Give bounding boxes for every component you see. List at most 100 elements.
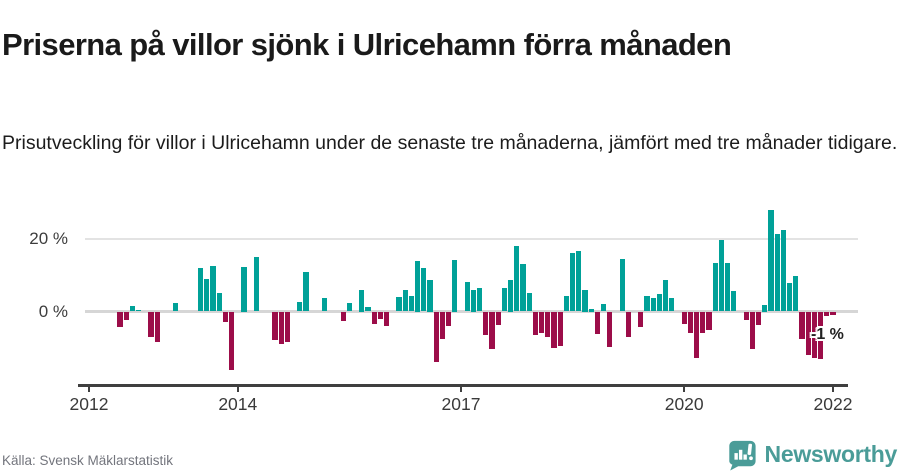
bar (396, 296, 402, 312)
bar (173, 303, 179, 312)
bar (278, 311, 284, 344)
bar (601, 303, 607, 312)
newsworthy-bubble-chart-icon (726, 438, 757, 471)
bar (501, 288, 507, 312)
bar (322, 297, 328, 312)
page-title: Priserna på villor sjönk i Ulricehamn fö… (2, 26, 732, 62)
bar (433, 311, 439, 363)
bar (811, 311, 817, 358)
bar (210, 265, 216, 312)
x-axis-label: 2020 (664, 394, 704, 414)
bar (408, 295, 414, 312)
bar (576, 250, 582, 312)
bar (532, 311, 538, 335)
bar (489, 311, 495, 350)
bar (117, 311, 123, 328)
bar (136, 309, 142, 312)
bar (743, 311, 749, 320)
bar (700, 311, 706, 333)
bar (340, 311, 346, 321)
bar (346, 303, 352, 312)
bar (204, 279, 210, 312)
bar (495, 311, 501, 325)
bar (793, 275, 799, 312)
bar (297, 301, 303, 312)
x-axis-label: 2012 (69, 394, 109, 414)
bar (520, 264, 526, 312)
bar (359, 289, 365, 312)
bar (526, 293, 532, 312)
x-axis-line (78, 384, 848, 387)
y-axis-label: 20 % (29, 229, 68, 248)
bar (253, 257, 259, 312)
bar (563, 295, 569, 312)
bar (123, 311, 129, 320)
bar (638, 311, 644, 328)
bar (222, 311, 228, 322)
bar (619, 259, 625, 312)
x-axis-label: 2014 (218, 394, 258, 414)
bar (545, 311, 551, 337)
gridline-20 (85, 238, 858, 240)
bar (198, 268, 204, 312)
bar (780, 229, 786, 312)
bar (681, 311, 687, 325)
bar (656, 294, 662, 312)
bar (625, 311, 631, 337)
bar (229, 311, 235, 370)
newsworthy-logo: Newsworthy (726, 438, 897, 471)
bar (539, 311, 545, 333)
chart-subtitle: Prisutveckling för villor i Ulricehamn u… (2, 131, 898, 154)
bar (421, 268, 427, 312)
x-axis-tick (88, 384, 90, 392)
bar (588, 309, 594, 312)
bar (582, 289, 588, 312)
bar (551, 311, 557, 348)
bar (402, 290, 408, 312)
bar (427, 280, 433, 312)
source-credit: Källa: Svensk Mäklarstatistik (2, 453, 174, 468)
bar (663, 280, 669, 312)
bar (483, 311, 489, 336)
bar (439, 311, 445, 339)
bar (216, 292, 222, 312)
bar (731, 290, 737, 312)
bar (470, 289, 476, 312)
bar (384, 311, 390, 326)
x-axis-label: 2022 (813, 394, 853, 414)
bar (718, 240, 724, 312)
bar (570, 252, 576, 312)
bar (365, 307, 371, 312)
x-axis-tick (460, 384, 462, 392)
bar (508, 280, 514, 312)
bar (446, 311, 452, 326)
bar (514, 245, 520, 312)
bar (272, 311, 278, 340)
x-axis-tick (236, 384, 239, 392)
bar (644, 295, 650, 312)
x-axis-tick (683, 384, 686, 392)
bar (824, 311, 830, 316)
bar (687, 311, 693, 333)
bar (650, 298, 656, 312)
bar (377, 311, 383, 319)
bar (774, 233, 780, 312)
bar (241, 266, 247, 312)
bar (805, 311, 811, 356)
bar (830, 311, 836, 316)
bar (452, 260, 458, 312)
bar (787, 283, 793, 312)
bar (371, 311, 377, 324)
bar (768, 209, 774, 312)
x-axis-tick (832, 384, 834, 392)
last-value-annotation: -1 % (811, 325, 844, 343)
bar (148, 311, 154, 337)
bar (712, 263, 718, 312)
bar (303, 271, 309, 312)
bar (762, 305, 768, 312)
bar (415, 260, 421, 312)
bar (594, 311, 600, 334)
newsworthy-wordmark: Newsworthy (764, 441, 898, 467)
y-axis-label: 0 % (38, 301, 68, 321)
bar (818, 311, 824, 359)
